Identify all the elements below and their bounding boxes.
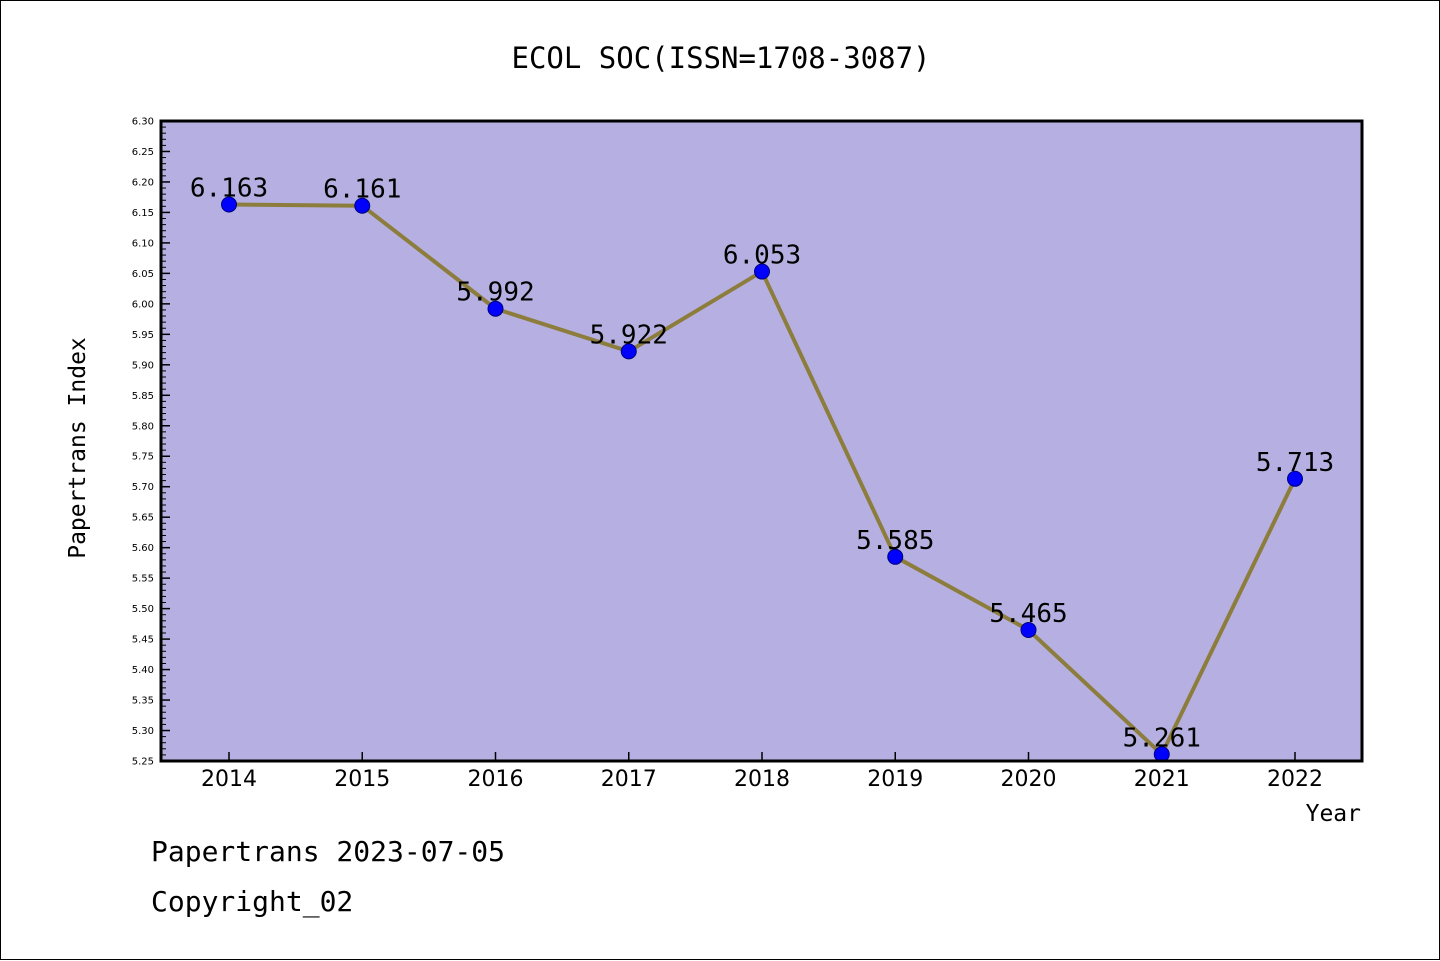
data-point xyxy=(754,263,770,280)
y-tick-label: 5.45 xyxy=(132,635,154,646)
x-tick-label: 2018 xyxy=(734,767,790,792)
x-tick-label: 2014 xyxy=(201,767,257,792)
x-tick-label: 2019 xyxy=(867,767,923,792)
y-tick-label: 5.70 xyxy=(132,482,154,493)
data-label: 6.053 xyxy=(723,241,801,271)
data-label: 5.992 xyxy=(456,278,534,308)
y-tick-label: 5.85 xyxy=(132,391,154,402)
y-tick-label: 5.50 xyxy=(132,604,154,615)
data-point xyxy=(620,343,637,360)
data-point xyxy=(487,300,504,317)
y-axis-label: Papertrans Index xyxy=(65,337,91,559)
y-tick-label: 5.90 xyxy=(132,360,154,371)
x-axis-ticks: 2014 2015 2016 2017 2018 2019 2020 2021 2022 xyxy=(201,752,1323,792)
y-tick-label: 6.15 xyxy=(132,208,154,219)
y-tick-label: 6.30 xyxy=(132,117,154,128)
data-point xyxy=(1287,470,1303,487)
y-tick-label: 5.25 xyxy=(132,757,154,768)
data-label: 6.163 xyxy=(190,174,268,204)
x-tick-label: 2016 xyxy=(468,767,524,792)
y-tick-label: 5.95 xyxy=(132,330,154,341)
data-point xyxy=(887,548,904,565)
y-tick-label: 5.75 xyxy=(132,452,154,463)
data-point xyxy=(1020,621,1037,638)
data-label: 5.713 xyxy=(1256,448,1334,478)
y-tick-label: 6.05 xyxy=(132,269,154,280)
y-tick-label: 5.40 xyxy=(132,665,154,676)
data-point xyxy=(221,196,237,213)
data-label: 5.922 xyxy=(590,320,668,350)
plot-border xyxy=(159,119,1364,763)
footer-date-line: Papertrans 2023-07-05 xyxy=(151,835,506,868)
data-point xyxy=(354,197,371,214)
footer-copyright-line: Copyright_02 xyxy=(151,885,354,918)
y-tick-label: 6.25 xyxy=(132,147,154,158)
data-label: 5.585 xyxy=(856,526,934,556)
y-tick-label: 5.60 xyxy=(132,543,154,554)
y-tick-label: 5.80 xyxy=(132,421,154,432)
data-label: 5.261 xyxy=(1123,723,1201,753)
data-label: 6.161 xyxy=(323,175,401,205)
y-tick-label: 6.10 xyxy=(132,238,154,249)
y-tick-label: 5.35 xyxy=(132,696,154,707)
x-tick-label: 2017 xyxy=(601,767,657,792)
series-layer: 6.163 6.161 5.992 5.922 6.053 5.585 5.465 5.261… xyxy=(190,174,1334,763)
x-tick-label: 2015 xyxy=(334,767,390,792)
plot-area xyxy=(161,121,1362,761)
y-tick-label: 5.30 xyxy=(132,726,154,737)
x-axis-label: Year xyxy=(1306,801,1361,827)
chart-title: ECOL SOC(ISSN=1708-3087) xyxy=(511,41,930,75)
x-tick-label: 2020 xyxy=(1001,767,1057,792)
data-label: 5.465 xyxy=(989,599,1067,629)
y-tick-label: 5.55 xyxy=(132,574,154,585)
y-tick-label: 6.20 xyxy=(132,177,154,188)
y-tick-label: 5.65 xyxy=(132,513,154,524)
x-tick-label: 2021 xyxy=(1134,767,1190,792)
y-tick-label: 6.00 xyxy=(132,299,154,310)
x-tick-label: 2022 xyxy=(1267,767,1323,792)
